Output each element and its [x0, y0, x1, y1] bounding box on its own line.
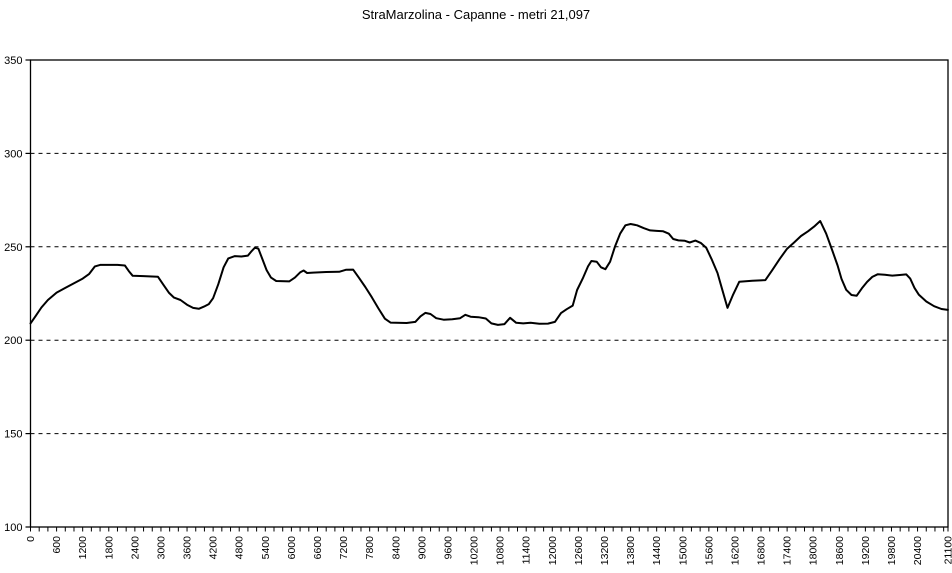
x-tick-label-16200: 16200	[729, 536, 741, 565]
x-tick-label-9000: 9000	[416, 536, 428, 560]
x-tick-label-8400: 8400	[390, 536, 402, 560]
x-tick-label-17400: 17400	[782, 536, 794, 565]
y-tick-label-250: 250	[4, 242, 22, 254]
x-tick-label-13200: 13200	[599, 536, 611, 565]
x-tick-label-0: 0	[25, 536, 37, 542]
x-tick-label-3600: 3600	[182, 536, 194, 560]
x-tick-label-14400: 14400	[651, 536, 663, 565]
x-tick-label-2400: 2400	[129, 536, 141, 560]
x-tick-label-16800: 16800	[756, 536, 768, 565]
plot-frame	[29, 59, 949, 528]
elevation-line	[29, 220, 949, 326]
x-tick-label-7800: 7800	[364, 536, 376, 560]
x-tick-label-11400: 11400	[521, 536, 533, 565]
x-tick-label-15000: 15000	[677, 536, 689, 565]
x-tick-label-600: 600	[51, 536, 63, 554]
x-tick-label-13800: 13800	[625, 536, 637, 565]
y-tick-label-100: 100	[4, 522, 22, 534]
x-tick-label-10200: 10200	[469, 536, 481, 565]
chart-title: StraMarzolina - Capanne - metri 21,097	[361, 7, 591, 22]
x-tick-label-3000: 3000	[155, 536, 167, 560]
x-tick-label-18600: 18600	[834, 536, 846, 565]
y-tick-label-150: 150	[4, 429, 22, 441]
x-tick-label-19200: 19200	[860, 536, 872, 565]
x-tick-label-4200: 4200	[208, 536, 220, 560]
x-tick-label-6600: 6600	[312, 536, 324, 560]
x-tick-label-5400: 5400	[260, 536, 272, 560]
x-tick-label-19800: 19800	[886, 536, 898, 565]
x-tick-label-7200: 7200	[338, 536, 350, 560]
y-tick-label-200: 200	[4, 335, 22, 347]
x-tick-label-1800: 1800	[103, 536, 115, 560]
x-tick-label-9600: 9600	[442, 536, 454, 560]
x-tick-label-1200: 1200	[77, 536, 89, 560]
y-tick-label-300: 300	[4, 148, 22, 160]
x-tick-label-20400: 20400	[912, 536, 924, 565]
x-tick-label-21100: 21100	[943, 536, 952, 565]
x-tick-label-18000: 18000	[808, 536, 820, 565]
y-tick-label-350: 350	[4, 55, 22, 67]
x-tick-label-12000: 12000	[547, 536, 559, 565]
x-tick-label-6000: 6000	[286, 536, 298, 560]
x-tick-label-10800: 10800	[495, 536, 507, 565]
x-tick-label-4800: 4800	[234, 536, 246, 560]
x-tick-label-15600: 15600	[703, 536, 715, 565]
x-tick-label-12600: 12600	[573, 536, 585, 565]
